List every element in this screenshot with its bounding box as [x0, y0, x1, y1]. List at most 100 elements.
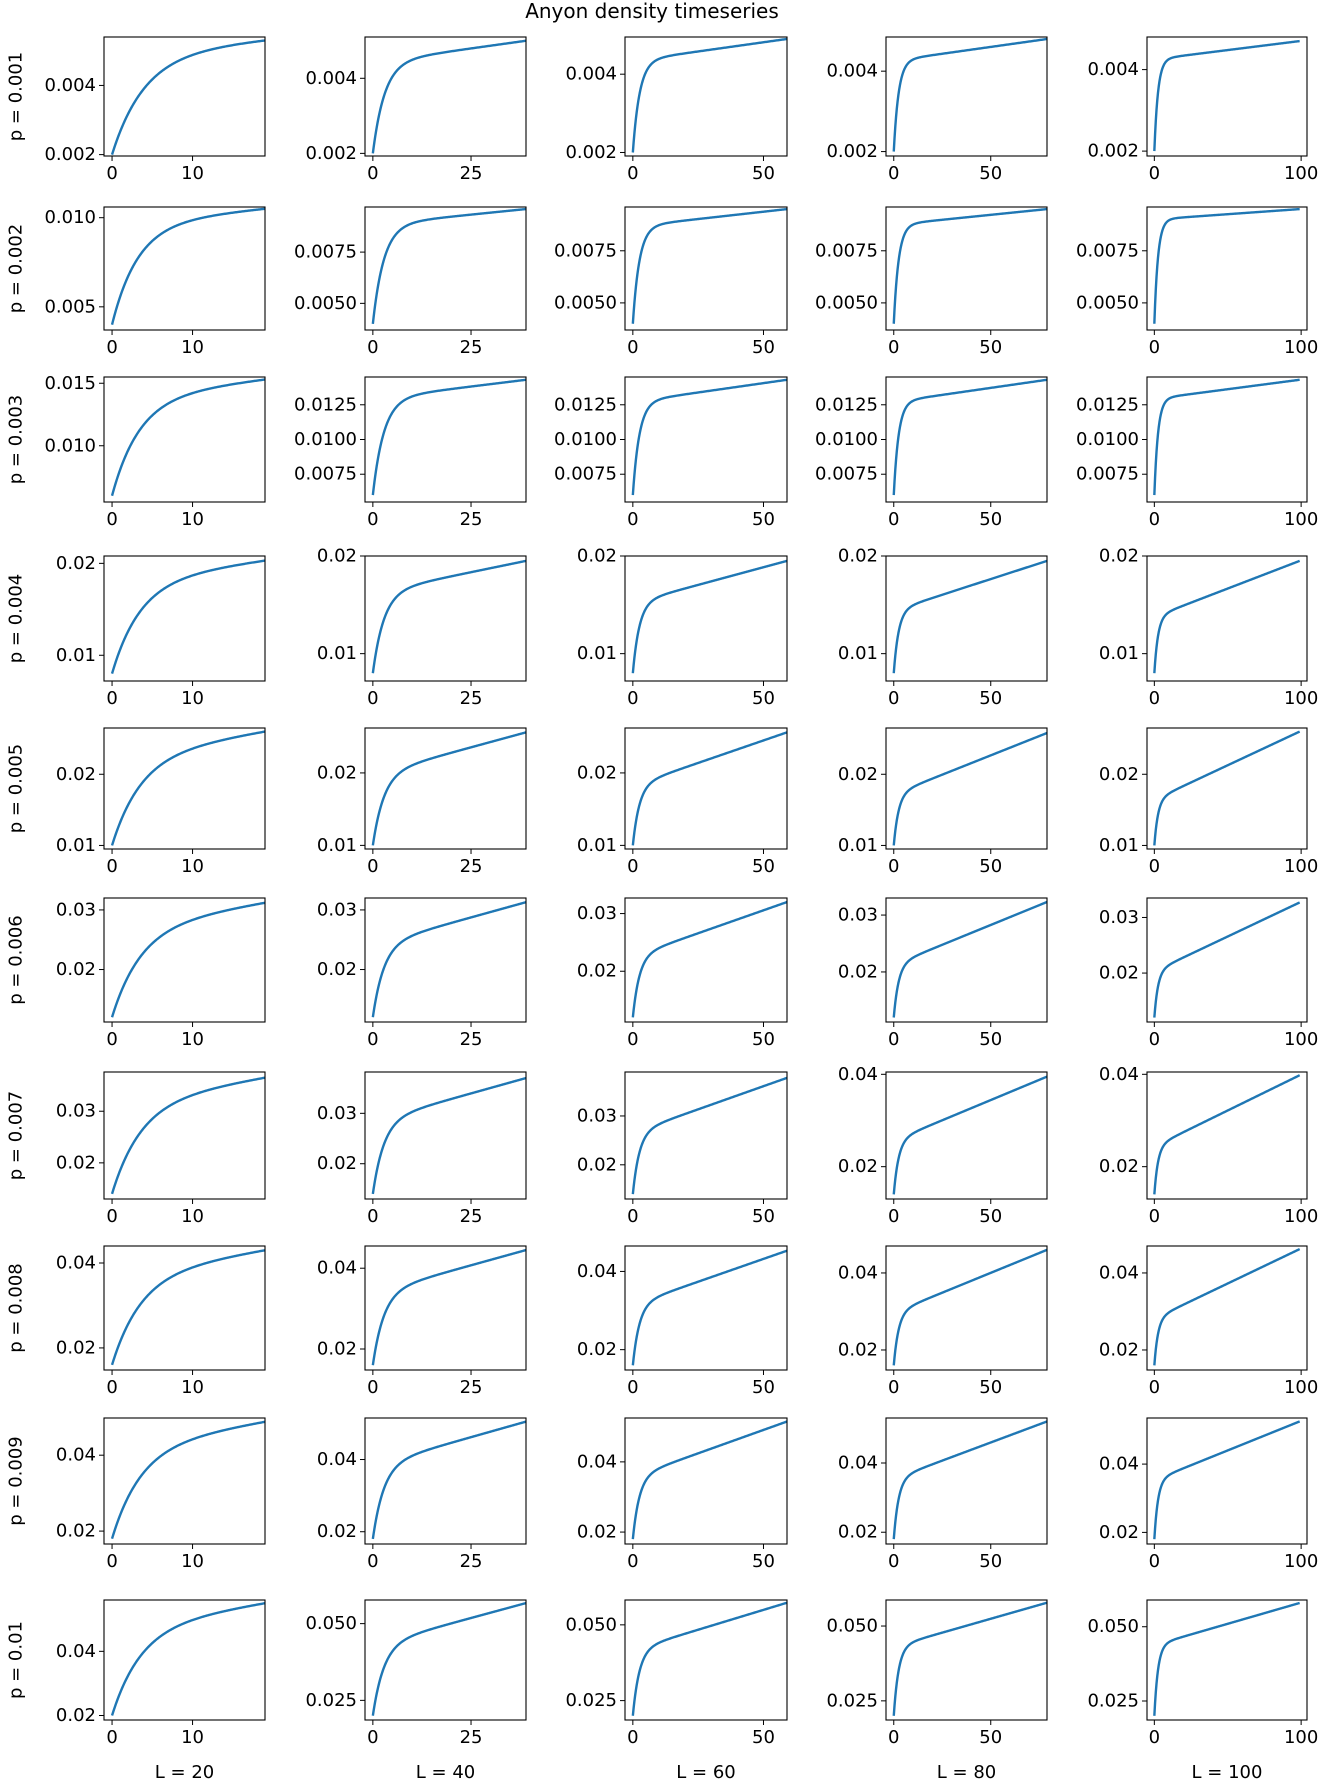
x-tick-label: 10 [181, 1727, 204, 1748]
x-tick-label: 0 [367, 1029, 378, 1050]
y-tick-label: 0.0050 [1076, 292, 1139, 313]
x-tick-label: 0 [627, 1029, 638, 1050]
panel: 0 10 0.02 0.04 [56, 1245, 266, 1398]
column-label: L = 60 [676, 1762, 735, 1783]
series-line [631, 1249, 788, 1366]
x-tick-label: 10 [181, 1551, 204, 1572]
panel: 0 50 0.0075 0.0100 0.0125 [554, 376, 788, 530]
series-line [371, 1601, 527, 1716]
x-tick-label: 0 [1149, 163, 1160, 184]
row-label: p = 0.005 [6, 744, 27, 833]
x-tick-label: 50 [979, 1377, 1002, 1398]
series-line [631, 900, 788, 1018]
x-tick-label: 50 [752, 1206, 775, 1227]
x-tick-label: 0 [367, 163, 378, 184]
x-tick-label: 0 [627, 163, 638, 184]
x-tick-label: 0 [367, 688, 378, 709]
panel: 0 50 0.0050 0.0075 [815, 206, 1048, 358]
y-tick-label: 0.004 [305, 68, 357, 89]
y-tick-label: 0.04 [577, 1451, 617, 1472]
x-tick-label: 0 [1149, 509, 1160, 530]
y-tick-label: 0.0100 [815, 429, 878, 450]
y-tick-label: 0.01 [56, 645, 96, 666]
series-line [631, 1420, 788, 1540]
y-tick-label: 0.02 [577, 1154, 617, 1175]
y-tick-label: 0.0075 [1076, 240, 1139, 261]
row-label: p = 0.006 [6, 915, 27, 1004]
y-tick-label: 0.002 [44, 144, 96, 165]
axes-frame [1146, 36, 1308, 157]
panel: 0 50 0.0075 0.0100 0.0125 [815, 376, 1048, 530]
axes-frame [364, 36, 527, 157]
panel: 0 50 0.01 0.02 [577, 727, 788, 877]
axes-frame [364, 897, 527, 1023]
panel: 0 50 0.025 0.050 [565, 1599, 788, 1748]
y-tick-label: 0.004 [1087, 59, 1139, 80]
y-tick-label: 0.02 [838, 1156, 878, 1177]
series-line [1153, 39, 1301, 152]
axes-frame [624, 897, 788, 1023]
panel: 0 50 0.02 0.04 [838, 1245, 1048, 1398]
y-tick-label: 0.025 [1087, 1690, 1139, 1711]
x-tick-label: 10 [181, 688, 204, 709]
panel: 0 50 0.02 0.03 [577, 1071, 788, 1227]
figure-title: Anyon density timeseries [525, 0, 779, 23]
axes-frame [885, 727, 1048, 850]
y-tick-label: 0.0075 [815, 240, 878, 261]
row-label: p = 0.01 [6, 1621, 27, 1699]
y-tick-label: 0.02 [838, 764, 878, 785]
x-tick-label: 100 [1284, 163, 1318, 184]
y-tick-label: 0.03 [1099, 907, 1139, 928]
series-line [1153, 1247, 1301, 1366]
y-tick-label: 0.02 [317, 1338, 357, 1359]
series-line [631, 37, 788, 153]
axes-frame [364, 1245, 527, 1371]
y-tick-label: 0.0100 [1076, 429, 1139, 450]
x-tick-label: 50 [752, 1377, 775, 1398]
series-line [371, 559, 527, 674]
x-tick-label: 0 [1149, 1727, 1160, 1748]
y-tick-label: 0.02 [56, 764, 96, 785]
series-line [1153, 901, 1301, 1018]
panel: 0 25 0.0050 0.0075 [294, 206, 527, 358]
axes-frame [624, 206, 788, 331]
y-tick-label: 0.01 [838, 835, 878, 856]
panel: 0 100 0.02 0.03 [1099, 897, 1318, 1050]
y-tick-label: 0.002 [1087, 141, 1139, 162]
y-tick-label: 0.04 [838, 1262, 878, 1283]
axes-frame [103, 1599, 266, 1721]
axes-frame [1146, 1245, 1308, 1371]
y-tick-label: 0.0125 [1076, 394, 1139, 415]
series-line [110, 378, 266, 497]
series-line [892, 1420, 1048, 1540]
y-tick-label: 0.04 [577, 1261, 617, 1282]
x-tick-label: 0 [888, 688, 899, 709]
axes-frame [364, 1071, 527, 1200]
x-tick-label: 0 [888, 509, 899, 530]
series-line [110, 1602, 266, 1716]
y-tick-label: 0.0125 [294, 394, 357, 415]
x-tick-label: 0 [627, 1727, 638, 1748]
x-tick-label: 0 [367, 1206, 378, 1227]
y-tick-label: 0.02 [577, 1339, 617, 1360]
x-tick-label: 0 [627, 1377, 638, 1398]
axes-frame [103, 376, 266, 503]
x-tick-label: 100 [1284, 856, 1318, 877]
column-label: L = 20 [155, 1762, 214, 1783]
panel: 0 25 0.02 0.04 [317, 1245, 527, 1398]
panel: 0 100 0.02 0.04 [1099, 1064, 1318, 1227]
x-tick-label: 25 [460, 1029, 483, 1050]
y-tick-label: 0.02 [838, 1522, 878, 1543]
x-tick-label: 0 [106, 1551, 117, 1572]
panel: 0 50 0.01 0.02 [838, 546, 1048, 709]
axes-frame [624, 1245, 788, 1371]
axes-frame [1146, 1599, 1308, 1721]
x-tick-label: 100 [1284, 509, 1318, 530]
y-tick-label: 0.04 [1099, 1454, 1139, 1475]
y-tick-label: 0.03 [56, 899, 96, 920]
y-tick-label: 0.02 [56, 1705, 96, 1726]
axes-frame [103, 555, 266, 682]
y-tick-label: 0.02 [838, 1339, 878, 1360]
series-line [892, 1601, 1048, 1716]
x-tick-label: 25 [460, 1377, 483, 1398]
